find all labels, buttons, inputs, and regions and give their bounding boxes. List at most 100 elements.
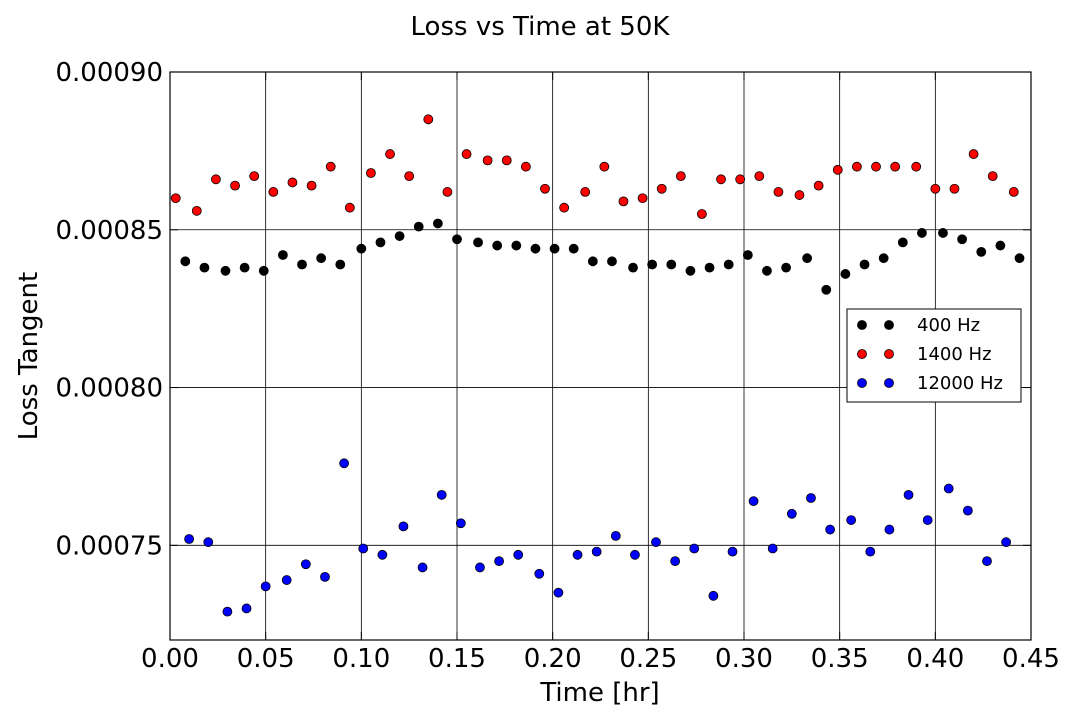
data-point	[482, 155, 493, 166]
data-point	[949, 183, 960, 194]
data-point	[358, 543, 369, 554]
data-point	[813, 180, 824, 191]
legend-marker	[884, 349, 894, 359]
data-point	[268, 187, 279, 197]
data-point	[316, 253, 327, 264]
data-point	[607, 256, 617, 267]
x-tick-label: 0.45	[1002, 644, 1060, 674]
data-point	[335, 259, 346, 270]
x-tick-label: 0.35	[811, 644, 869, 674]
data-point	[222, 606, 233, 617]
data-point	[377, 549, 388, 560]
x-tick-label: 0.40	[906, 644, 964, 674]
data-point	[375, 237, 386, 248]
series-0	[180, 218, 1025, 295]
data-point	[806, 493, 816, 503]
x-axis-label: Time [hr]	[539, 678, 659, 708]
y-tick-label: 0.00080	[55, 374, 163, 404]
x-tick-label: 0.30	[715, 644, 773, 674]
x-tick-labels: 0.00 0.05 0.10 0.15 0.20 0.25 0.30 0.35 0.40 0.45	[141, 644, 1060, 674]
x-tick-label: 0.00	[141, 644, 199, 674]
data-point	[436, 489, 447, 500]
data-point	[320, 571, 330, 582]
data-point	[630, 549, 640, 560]
data-point	[846, 515, 857, 525]
y-axis-label: Loss Tangent	[14, 272, 44, 440]
data-point	[230, 180, 240, 191]
data-point	[203, 537, 214, 548]
data-point	[773, 187, 784, 197]
data-point	[930, 183, 941, 194]
data-point	[767, 543, 778, 554]
data-point	[568, 243, 579, 254]
data-point	[442, 187, 453, 197]
data-point	[211, 174, 221, 185]
data-point	[995, 240, 1006, 251]
legend-label: 12000 Hz	[917, 373, 1003, 394]
data-point	[413, 221, 424, 232]
data-point	[656, 183, 667, 194]
data-point	[587, 256, 598, 267]
data-point	[685, 265, 696, 276]
data-point	[306, 180, 317, 191]
data-point	[199, 262, 210, 273]
data-point	[922, 515, 933, 525]
data-point	[666, 259, 677, 270]
data-point	[723, 259, 734, 270]
data-point	[180, 256, 191, 267]
data-point	[549, 243, 560, 254]
data-point	[494, 556, 504, 567]
data-point	[287, 177, 298, 188]
data-point	[832, 164, 843, 175]
data-point	[520, 161, 531, 172]
data-point	[461, 149, 472, 159]
data-point	[938, 228, 948, 238]
data-point	[708, 590, 719, 601]
data-point	[385, 149, 395, 159]
data-point	[344, 202, 355, 213]
data-point	[580, 187, 591, 197]
data-point	[492, 240, 503, 251]
x-tick-label: 0.15	[428, 644, 486, 674]
data-point	[618, 196, 629, 207]
data-point	[325, 161, 336, 172]
y-tick-label: 0.00085	[55, 216, 163, 246]
data-point	[884, 524, 895, 535]
data-point	[277, 250, 288, 260]
data-point	[475, 562, 485, 573]
data-point	[917, 228, 927, 238]
data-point	[903, 489, 914, 500]
data-point	[781, 262, 791, 273]
data-point	[727, 546, 738, 557]
data-point	[258, 265, 269, 276]
data-point	[572, 549, 583, 560]
data-point	[220, 265, 231, 276]
data-point	[452, 234, 462, 245]
data-point	[513, 549, 524, 560]
data-point	[591, 546, 602, 557]
data-point	[599, 161, 610, 172]
data-point	[241, 603, 252, 614]
y-tick-label: 0.00090	[55, 58, 163, 88]
data-point	[742, 250, 753, 260]
data-point	[184, 534, 195, 544]
x-tick-label: 0.05	[237, 644, 295, 674]
data-point	[802, 253, 813, 264]
data-point	[540, 183, 550, 194]
data-point	[297, 259, 307, 270]
legend-marker	[857, 320, 867, 330]
data-point	[982, 556, 992, 567]
legend-box	[846, 308, 1022, 403]
data-point	[651, 537, 661, 548]
data-point	[825, 524, 835, 535]
data-point	[530, 243, 541, 254]
data-point	[748, 496, 759, 507]
data-point	[911, 161, 922, 172]
chart-title: Loss vs Time at 50K	[411, 12, 671, 42]
data-point	[1008, 187, 1019, 197]
data-point	[962, 505, 973, 516]
data-point	[897, 237, 908, 248]
legend-marker	[857, 378, 867, 388]
data-point	[968, 149, 979, 159]
